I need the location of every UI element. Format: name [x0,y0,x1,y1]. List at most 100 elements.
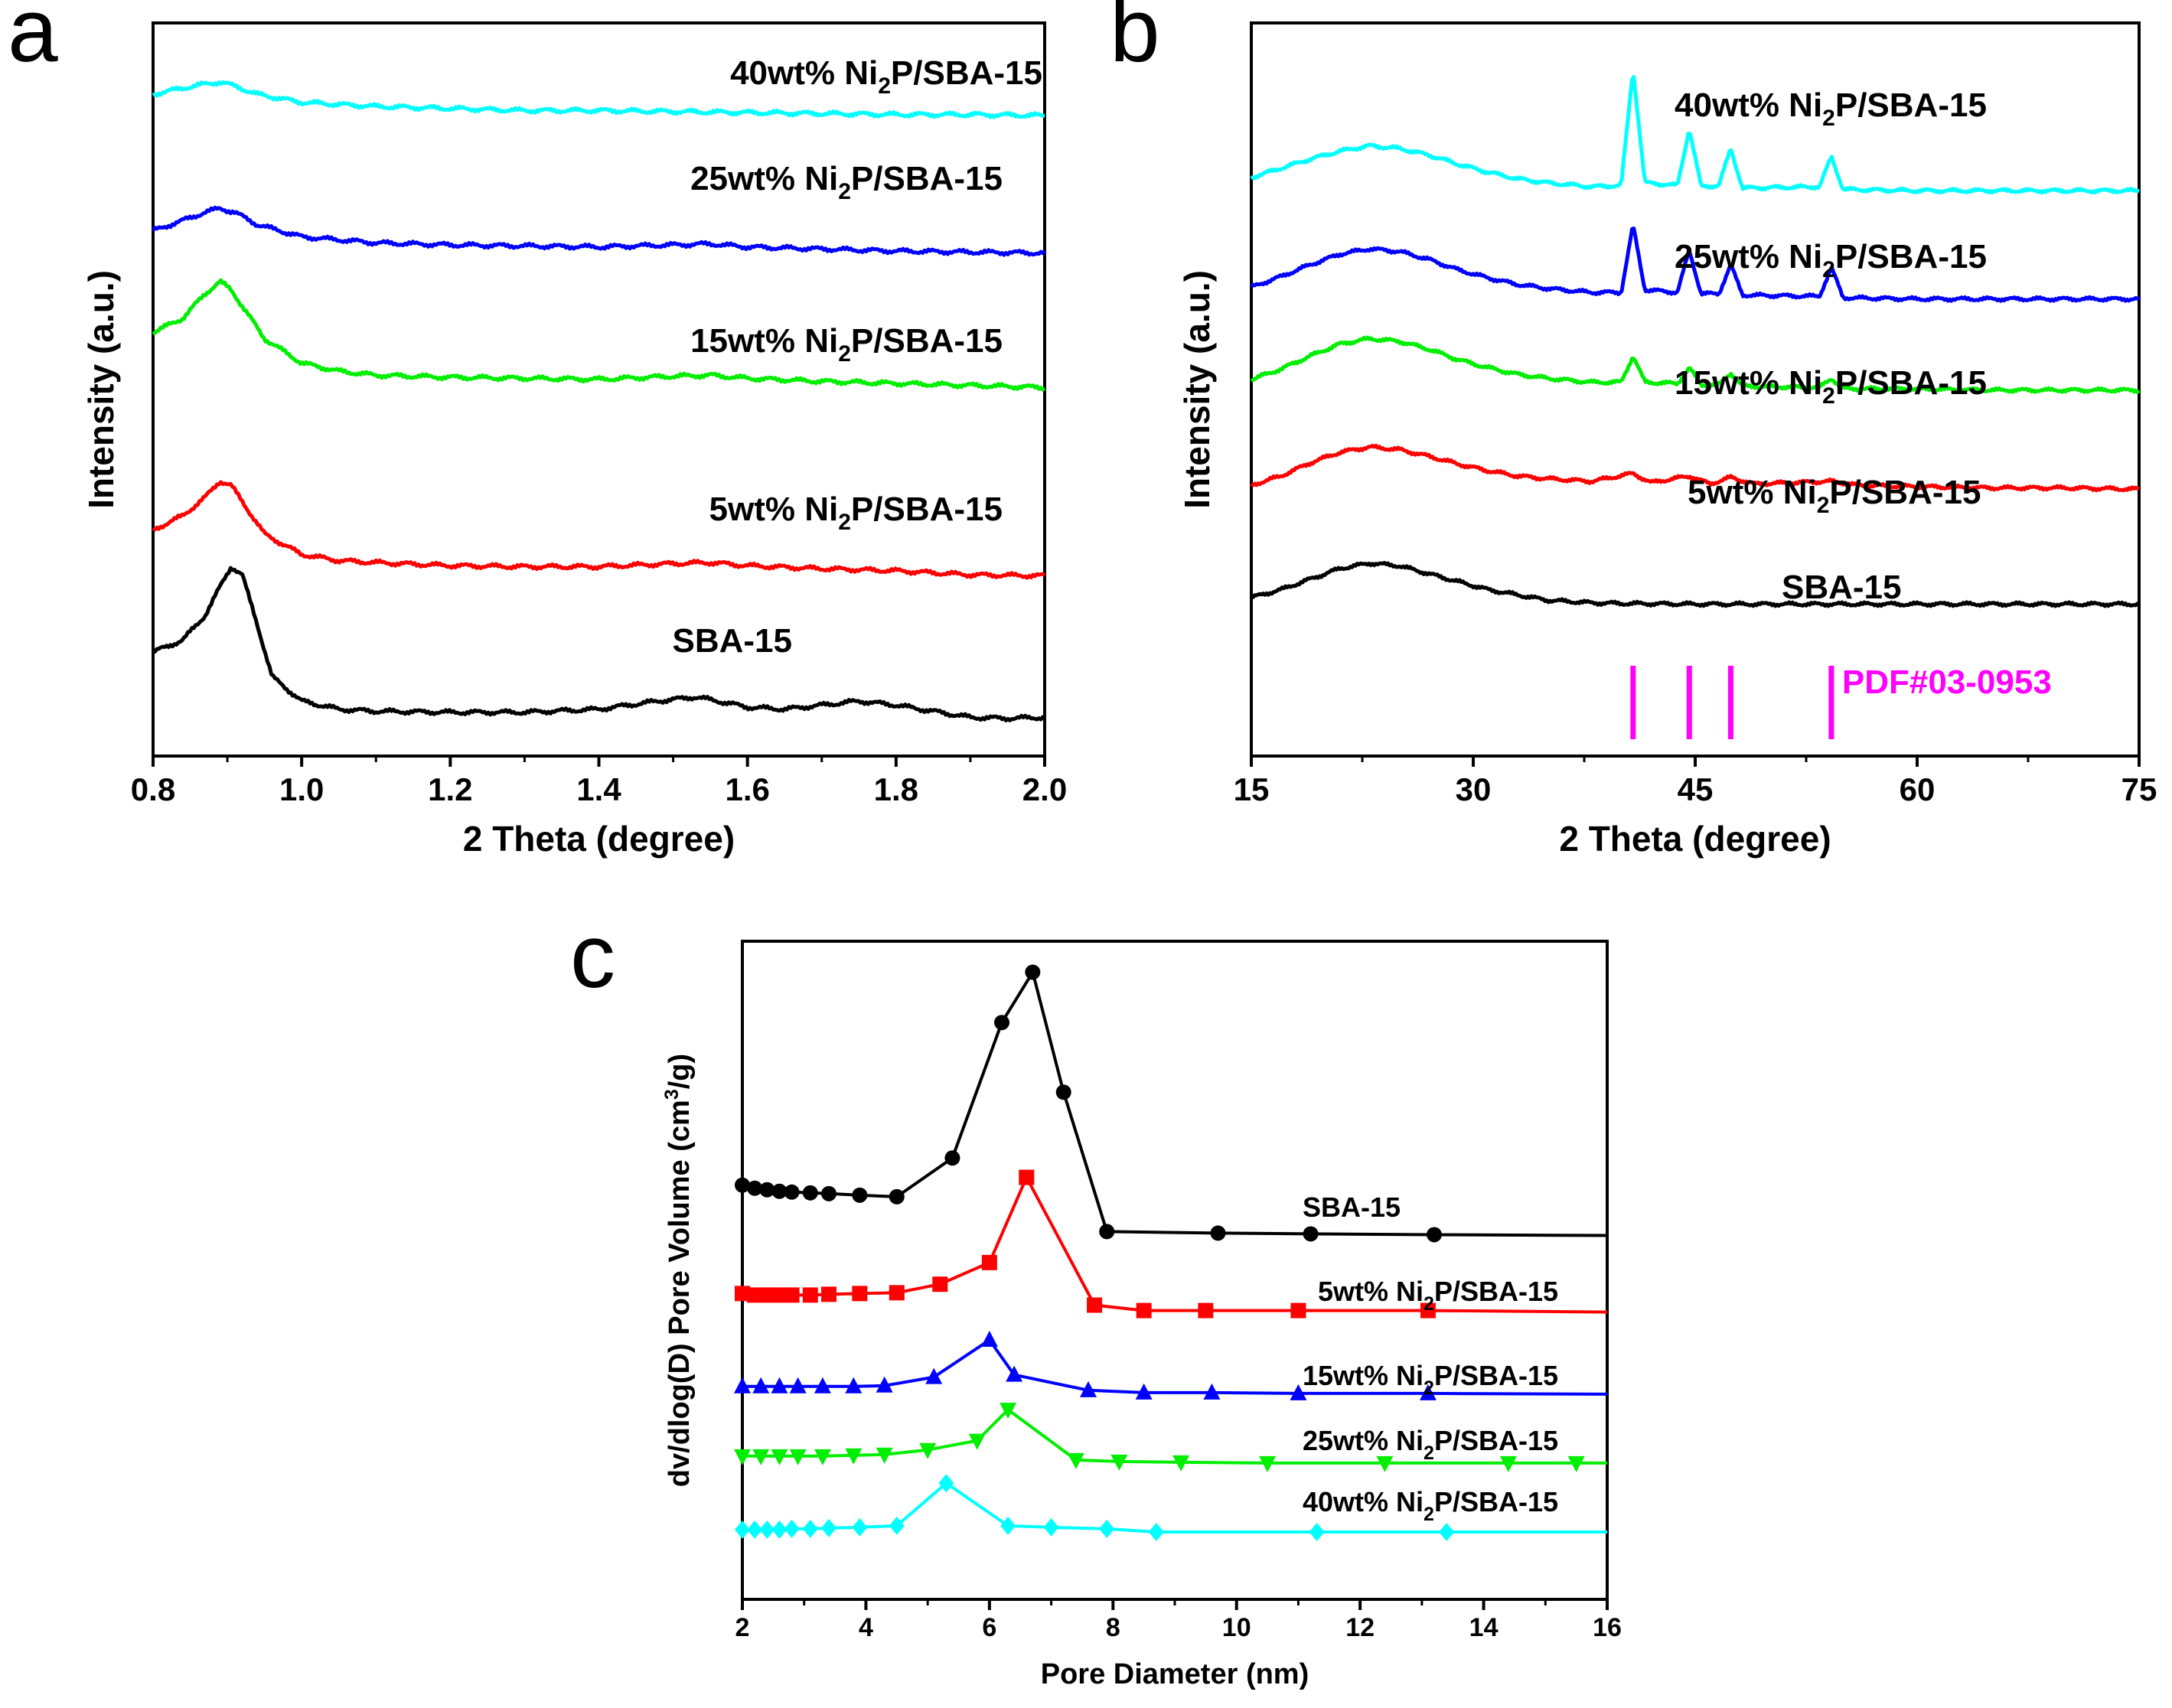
data-point [735,1520,750,1539]
series-line [742,970,1608,1237]
series-label-subscript: 2 [838,341,851,367]
data-point [771,1449,788,1465]
series-line [151,205,1046,257]
series-4 [152,80,1045,119]
data-point [852,1517,868,1537]
panel-c: c 2 4 6 8 10 12 14 16 Pore Diameter (nm) dv/dlog(D… [570,906,1622,1690]
x-tick-label: 60 [1900,771,1936,807]
data-point [1427,1227,1442,1243]
x-tick-label: 14 [1469,1613,1499,1642]
data-point [1290,1384,1307,1400]
series-label-part: P/SBA-15 [851,491,1003,528]
y-axis-label: Intensity (a.u.) [1177,270,1217,509]
x-tick-label: 12 [1345,1613,1375,1642]
data-point [734,1449,751,1465]
series-label-part: P/SBA-15 [1835,238,1987,275]
series-label: 5wt% Ni2P/SBA-15 [709,491,1003,535]
data-point [784,1519,800,1538]
data-point [994,1015,1009,1031]
data-point [752,1377,770,1393]
data-point [1309,1522,1325,1541]
series-label-subscript: 2 [1822,106,1835,131]
series-label: 40wt% Ni2P/SBA-15 [730,54,1042,99]
x-tick-label: 16 [1593,1613,1622,1642]
plot-frame [152,21,1046,758]
data-point [1419,1384,1437,1400]
x-tick-label: 10 [1222,1613,1251,1642]
data-point [771,1520,788,1539]
series-4 [735,1474,1607,1541]
series-label-part: 15wt% Ni [1303,1360,1424,1391]
panel-a: a 0.8 1.0 1.2 1.4 1.6 1.8 2.0 2 Theta (degree) In… [8,0,1067,859]
data-point [1099,1224,1115,1240]
series-label-part: 40wt% Ni [1303,1486,1424,1517]
data-point [821,1518,837,1537]
series-line [1250,443,2140,493]
data-point [771,1183,788,1199]
data-point [814,1377,831,1393]
data-point [938,1474,954,1493]
data-point [1135,1383,1153,1400]
data-point [1025,964,1041,980]
x-tick-label: 2 [735,1613,750,1642]
data-point [814,1449,831,1465]
x-tick-label: 6 [982,1613,996,1642]
data-point [1198,1302,1214,1318]
data-point [1259,1455,1277,1472]
data-point [1019,1169,1035,1185]
series-2 [1250,335,2141,394]
data-point [925,1367,943,1384]
series-label-part: P/SBA-15 [1434,1276,1558,1307]
series-label-subscript: 2 [1424,1504,1434,1525]
series-label-part: 25wt% Ni [1303,1425,1424,1456]
series-3 [1250,227,2141,303]
x-tick-label: 30 [1456,771,1492,807]
series-line [152,480,1046,580]
series-label-part: 15wt% Ni [1675,364,1822,402]
series-label: 15wt% Ni2P/SBA-15 [690,322,1003,367]
series-3 [734,1403,1607,1472]
y-axis-label-part: /g) [664,1054,696,1089]
data-point [919,1442,937,1459]
series-label-part: 25wt% Ni [690,160,838,197]
series-line [152,566,1046,722]
data-point [845,1448,863,1465]
data-point [802,1185,818,1201]
data-point [889,1188,905,1204]
data-point [980,1331,998,1348]
series-1 [735,1169,1608,1318]
data-point [771,1287,788,1303]
data-point [821,1185,837,1201]
data-point [759,1182,775,1198]
x-tick-label: 4 [859,1613,873,1642]
series-label-part: P/SBA-15 [1835,364,1987,402]
data-point [1148,1522,1164,1541]
series-line [1250,335,2141,394]
series-label-subscript: 2 [1817,493,1830,518]
data-point [752,1449,770,1465]
series-label-subscript: 2 [1822,383,1835,409]
series-label-part: 25wt% Ni [1675,238,1822,275]
data-point [852,1286,868,1302]
series-label-part: P/SBA-15 [1829,474,1981,511]
data-point [789,1449,807,1465]
series-label: 25wt% Ni2P/SBA-15 [1303,1425,1558,1464]
series-label-part: SBA-15 [1782,569,1902,606]
series-line [742,1338,1608,1396]
data-point [1303,1226,1319,1242]
series-label: 25wt% Ni2P/SBA-15 [1675,238,1987,282]
data-point [876,1376,893,1393]
series-label-part: SBA-15 [673,622,793,660]
series-line [1250,227,2141,303]
x-tick-label: 75 [2121,771,2157,807]
data-point [734,1377,751,1393]
data-point [1043,1517,1059,1537]
data-point [821,1286,837,1302]
series-label-part: 5wt% Ni [709,491,839,528]
series-label-part: SBA-15 [1303,1191,1401,1223]
series-label-part: P/SBA-15 [1434,1425,1558,1456]
series-label-part: P/SBA-15 [1835,86,1987,124]
series-label-part: 40wt% Ni [1675,86,1822,124]
series-label-part: P/SBA-15 [891,54,1042,92]
